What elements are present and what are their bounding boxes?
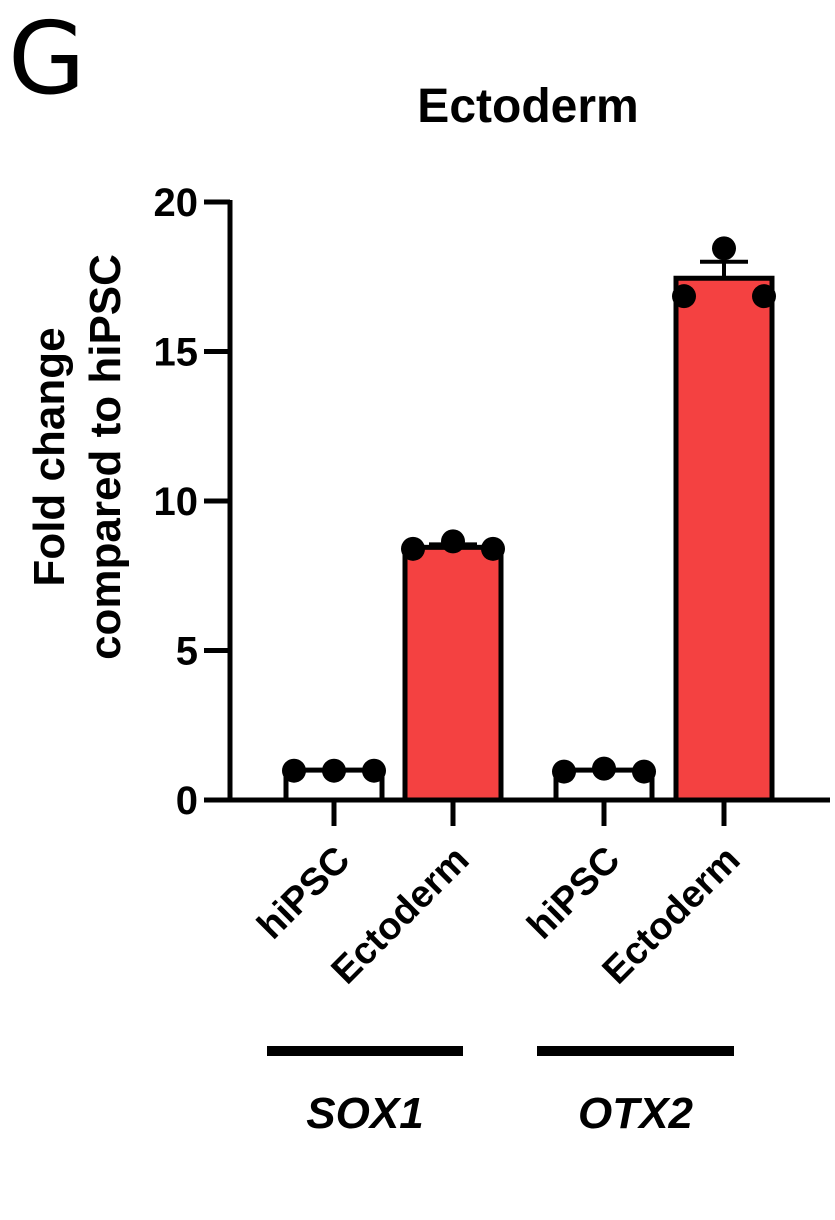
data-point — [552, 759, 576, 784]
x-tick-label: hiPSC — [520, 839, 629, 948]
data-point — [441, 529, 465, 554]
y-axis-label-line-1: Fold change — [25, 327, 74, 586]
data-point — [752, 284, 776, 309]
data-point — [632, 759, 656, 784]
group-label: OTX2 — [578, 1089, 693, 1138]
data-point — [322, 758, 346, 783]
data-point — [481, 536, 505, 561]
bar — [673, 275, 775, 803]
y-axis-label-line-2: compared to hiPSC — [81, 254, 130, 660]
y-tick-label: 5 — [176, 630, 198, 674]
x-tick-label: hiPSC — [250, 839, 359, 948]
y-axis-label: Fold change compared to hiPSC — [25, 254, 130, 660]
data-point — [362, 758, 386, 783]
data-point — [592, 756, 616, 781]
data-point — [712, 236, 736, 261]
group-label: SOX1 — [306, 1089, 423, 1138]
data-point — [282, 758, 306, 783]
y-tick-label: 0 — [176, 779, 198, 823]
bar — [402, 544, 504, 803]
group-underline — [267, 1046, 463, 1056]
y-tick-label: 15 — [154, 331, 199, 375]
y-tick-label: 20 — [154, 181, 199, 225]
y-tick-label: 10 — [154, 480, 199, 524]
panel-label: G — [8, 0, 86, 117]
data-point — [401, 536, 425, 561]
data-point — [672, 284, 696, 309]
group-underline — [537, 1046, 734, 1056]
chart-title: Ectoderm — [417, 80, 638, 133]
